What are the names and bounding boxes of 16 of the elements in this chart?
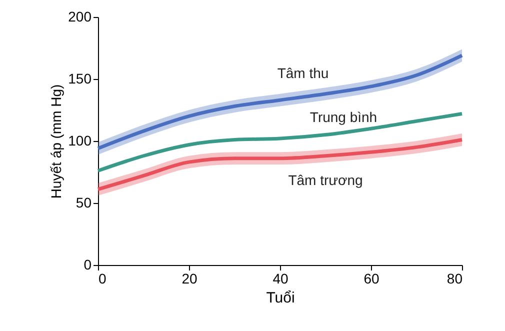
x-axis-title: Tuổi bbox=[266, 290, 295, 306]
x-tick-label: 60 bbox=[364, 270, 380, 286]
y-tick-label: 0 bbox=[84, 256, 92, 272]
series-label: Tâm trương bbox=[288, 172, 363, 188]
y-tick-label: 150 bbox=[68, 70, 92, 86]
series-label: Trung bình bbox=[310, 108, 378, 125]
x-tick-label: 20 bbox=[182, 270, 198, 286]
x-tick-label: 0 bbox=[98, 270, 106, 286]
y-tick-label: 100 bbox=[68, 132, 92, 148]
line-series bbox=[96, 112, 464, 173]
series-label: Tâm thu bbox=[277, 65, 329, 82]
y-axis-title: Huyết áp (mm Hg) bbox=[48, 84, 64, 199]
x-tick-label: 80 bbox=[446, 270, 463, 286]
y-tick-label: 200 bbox=[68, 8, 92, 24]
y-tick-label: 50 bbox=[76, 194, 92, 210]
x-tick-label: 40 bbox=[272, 270, 288, 286]
